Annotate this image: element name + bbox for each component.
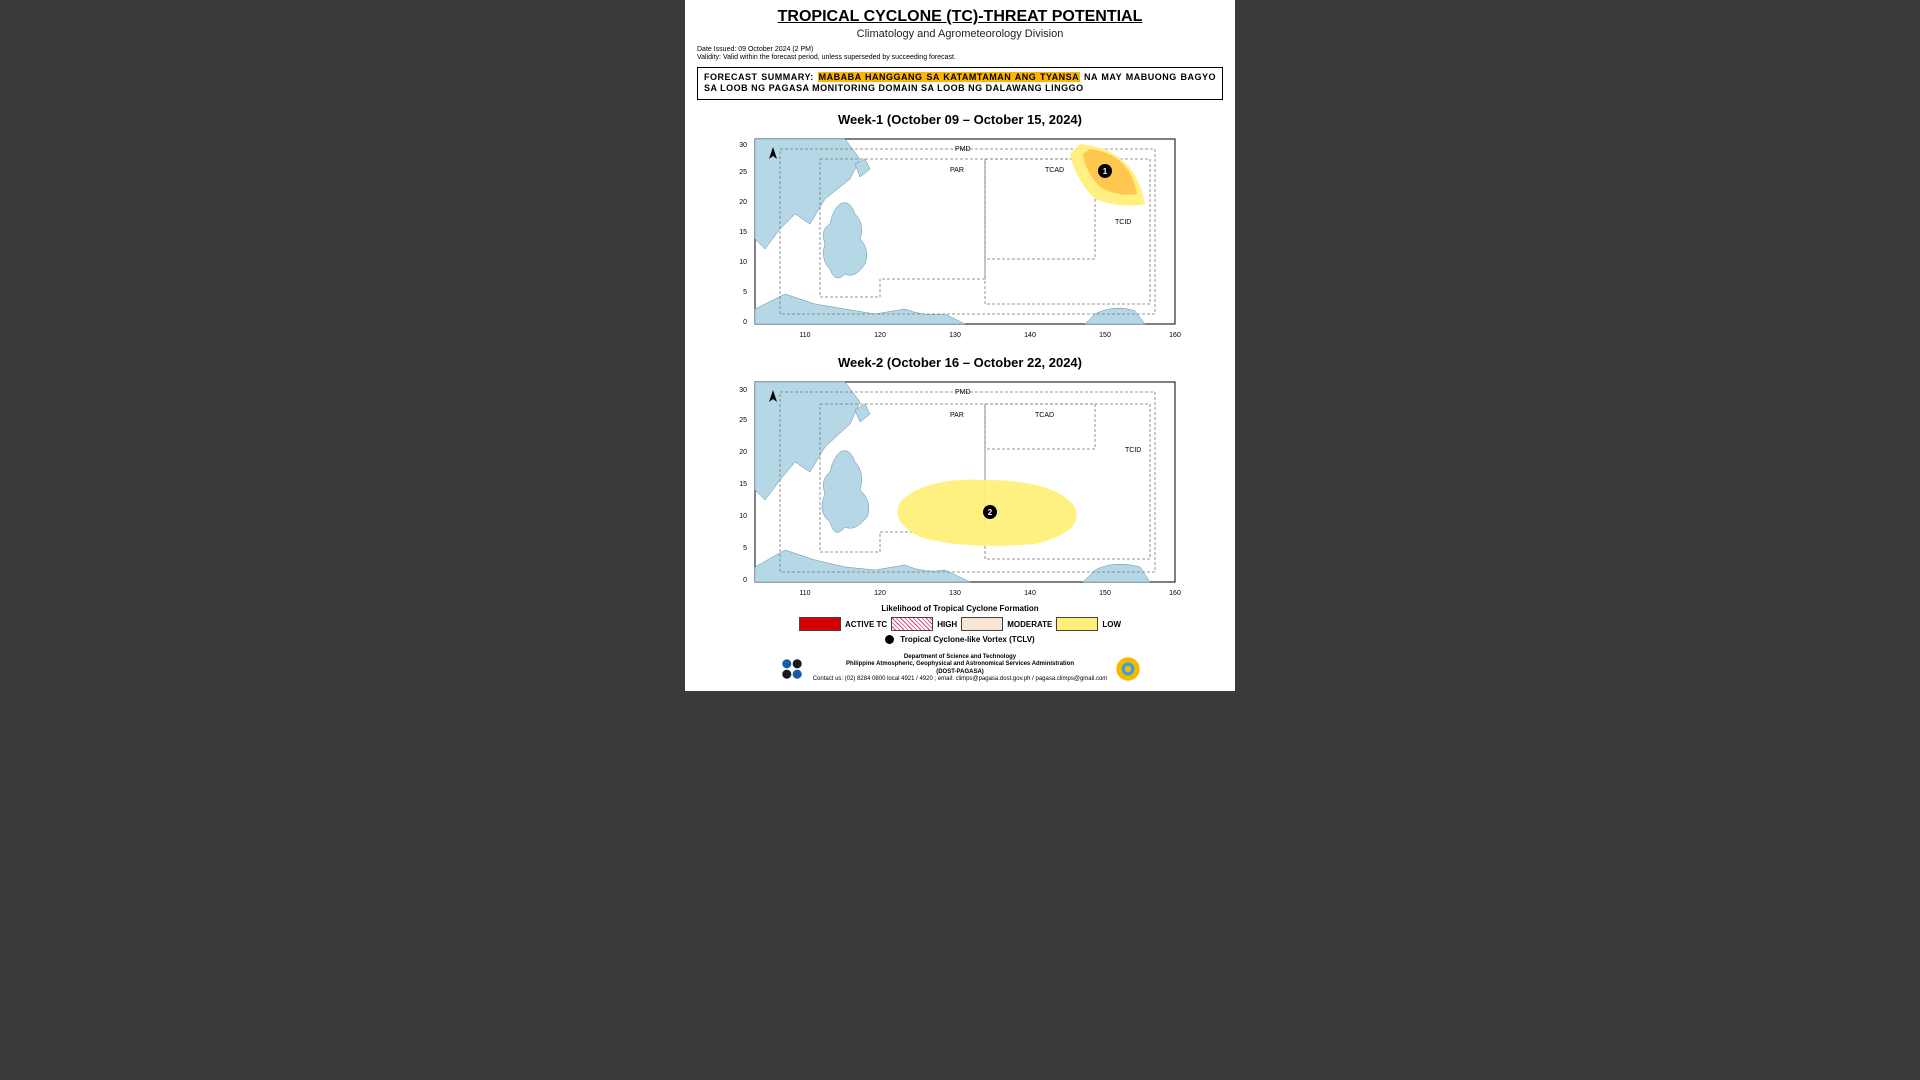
svg-text:140: 140 <box>1024 590 1036 597</box>
legend-title: Likelihood of Tropical Cyclone Formation <box>697 604 1223 613</box>
legend-low: LOW <box>1102 620 1121 629</box>
par-label-1: PAR <box>950 167 964 174</box>
footer-text: Department of Science and Technology Phi… <box>813 654 1108 683</box>
summary-highlight: MABABA HANGGANG SA KATAMTAMAN ANG TYANSA <box>818 72 1081 82</box>
forecast-summary-box: FORECAST SUMMARY: MABABA HANGGANG SA KAT… <box>697 67 1223 100</box>
pagasa-logo-icon <box>1115 656 1141 682</box>
marker-2-label: 2 <box>988 508 993 517</box>
svg-text:10: 10 <box>739 513 747 520</box>
footer-line3: (DOST-PAGASA) <box>813 669 1108 676</box>
validity-value: Valid within the forecast period, unless… <box>723 54 956 61</box>
legend-high: HIGH <box>937 620 957 629</box>
legend-moderate: MODERATE <box>1007 620 1052 629</box>
tcid-label-2: TCID <box>1125 447 1141 454</box>
svg-text:20: 20 <box>739 449 747 456</box>
svg-text:150: 150 <box>1099 332 1111 339</box>
week2-section: Week-2 (October 16 – October 22, 2024) 2… <box>697 355 1223 602</box>
svg-text:110: 110 <box>799 332 810 339</box>
footer: Department of Science and Technology Phi… <box>697 654 1223 683</box>
pmd-label-2: PMD <box>955 389 971 396</box>
main-title: TROPICAL CYCLONE (TC)-THREAT POTENTIAL <box>697 8 1223 26</box>
pmd-label-1: PMD <box>955 146 971 153</box>
svg-text:30: 30 <box>739 142 747 149</box>
svg-text:120: 120 <box>874 590 886 597</box>
svg-text:140: 140 <box>1024 332 1036 339</box>
svg-text:0: 0 <box>743 577 747 584</box>
svg-text:15: 15 <box>739 481 747 488</box>
swatch-moderate <box>961 617 1003 631</box>
svg-text:5: 5 <box>743 545 747 552</box>
svg-text:30: 30 <box>739 387 747 394</box>
week2-title: Week-2 (October 16 – October 22, 2024) <box>697 355 1223 370</box>
svg-text:130: 130 <box>949 590 961 597</box>
svg-text:5: 5 <box>743 289 747 296</box>
week1-title: Week-1 (October 09 – October 15, 2024) <box>697 112 1223 127</box>
tcad-label-1: TCAD <box>1045 167 1064 174</box>
svg-text:20: 20 <box>739 199 747 206</box>
swatch-low <box>1056 617 1098 631</box>
tclv-label: Tropical Cyclone-like Vortex (TCLV) <box>900 635 1034 644</box>
forecast-document: TROPICAL CYCLONE (TC)-THREAT POTENTIAL C… <box>685 0 1235 691</box>
tcid-label-1: TCID <box>1115 219 1131 226</box>
week2-map: 2 PMD PAR TCAD TCID 0 5 10 15 20 25 30 1… <box>725 372 1195 602</box>
validity-label: Validity: <box>697 54 723 61</box>
svg-text:160: 160 <box>1169 590 1181 597</box>
svg-text:130: 130 <box>949 332 961 339</box>
svg-text:110: 110 <box>799 590 810 597</box>
legend-row: ACTIVE TC HIGH MODERATE LOW <box>697 617 1223 631</box>
issued-value: 09 October 2024 (2 PM) <box>738 46 813 53</box>
swatch-high <box>891 617 933 631</box>
svg-text:10: 10 <box>739 259 747 266</box>
svg-text:120: 120 <box>874 332 886 339</box>
svg-text:25: 25 <box>739 417 747 424</box>
summary-prefix: FORECAST SUMMARY: <box>704 72 818 82</box>
svg-text:15: 15 <box>739 229 747 236</box>
week1-map: 1 PMD PAR TCAD TCID 0 5 10 15 20 25 30 1… <box>725 129 1195 349</box>
tcad-label-2: TCAD <box>1035 412 1054 419</box>
legend-active: ACTIVE TC <box>845 620 887 629</box>
footer-contact: Contact us: (02) 8284 0800 local 4921 / … <box>813 676 1108 683</box>
swatch-active <box>799 617 841 631</box>
issued-label: Date Issued: <box>697 46 738 53</box>
par-label-2: PAR <box>950 412 964 419</box>
tclv-legend: Tropical Cyclone-like Vortex (TCLV) <box>697 635 1223 644</box>
subtitle: Climatology and Agrometeorology Division <box>697 28 1223 40</box>
svg-text:25: 25 <box>739 169 747 176</box>
svg-text:150: 150 <box>1099 590 1111 597</box>
footer-line2: Philippine Atmospheric, Geophysical and … <box>813 661 1108 668</box>
week1-section: Week-1 (October 09 – October 15, 2024) <box>697 112 1223 349</box>
dost-logo-icon <box>779 656 805 682</box>
tclv-dot-icon <box>885 635 894 644</box>
svg-text:0: 0 <box>743 319 747 326</box>
svg-text:160: 160 <box>1169 332 1181 339</box>
marker-1-label: 1 <box>1103 167 1108 176</box>
meta-block: Date Issued: 09 October 2024 (2 PM) Vali… <box>697 46 1223 63</box>
footer-line1: Department of Science and Technology <box>813 654 1108 661</box>
